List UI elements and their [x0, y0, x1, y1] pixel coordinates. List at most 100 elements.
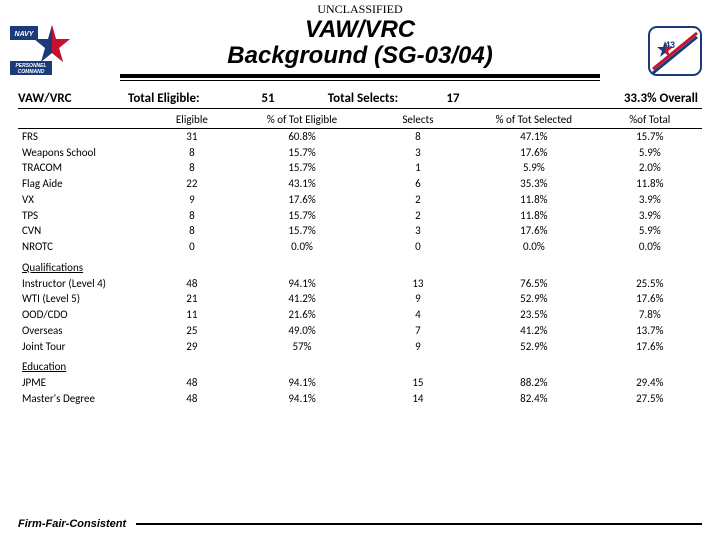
- col-pct-eligible: % of Tot Eligible: [238, 111, 366, 129]
- cell-label: TRACOM: [18, 160, 146, 176]
- cell-pct_e: 60.8%: [238, 128, 366, 144]
- overall-pct: 33.3% Overall: [488, 91, 702, 106]
- table-row: FRS3160.8%847.1%15.7%: [18, 128, 702, 144]
- total-eligible-label: Total Eligible:: [128, 91, 228, 106]
- cell-eligible: 8: [146, 145, 239, 161]
- data-table: Eligible % of Tot Eligible Selects % of …: [18, 111, 702, 407]
- cell-pct_e: 94.1%: [238, 276, 366, 292]
- footer: Firm-Fair-Consistent: [18, 518, 702, 530]
- cell-pct_s: 17.6%: [470, 145, 598, 161]
- cell-label: Instructor (Level 4): [18, 276, 146, 292]
- cell-pct_s: 11.8%: [470, 192, 598, 208]
- table-row: TRACOM815.7%15.9%2.0%: [18, 160, 702, 176]
- cell-selects: 2: [366, 192, 470, 208]
- section-heading-cell: Qualifications: [18, 255, 702, 276]
- footer-rule: [136, 523, 702, 525]
- cell-label: CVN: [18, 223, 146, 239]
- cell-pct_t: 3.9%: [598, 192, 702, 208]
- table-row: CVN815.7%317.6%5.9%: [18, 223, 702, 239]
- cell-eligible: 31: [146, 128, 239, 144]
- cell-pct_e: 17.6%: [238, 192, 366, 208]
- cell-pct_t: 27.5%: [598, 391, 702, 407]
- cell-pct_s: 41.2%: [470, 323, 598, 339]
- cell-eligible: 48: [146, 375, 239, 391]
- table-row: NROTC00.0%00.0%0.0%: [18, 239, 702, 255]
- col-eligible: Eligible: [146, 111, 239, 129]
- cell-selects: 4: [366, 307, 470, 323]
- table-row: Flag Aide2243.1%635.3%11.8%: [18, 176, 702, 192]
- cell-label: OOD/CDO: [18, 307, 146, 323]
- cell-pct_s: 17.6%: [470, 223, 598, 239]
- cell-pct_t: 17.6%: [598, 339, 702, 355]
- cell-pct_e: 94.1%: [238, 375, 366, 391]
- cell-eligible: 25: [146, 323, 239, 339]
- cell-pct_t: 7.8%: [598, 307, 702, 323]
- total-selects-label: Total Selects:: [308, 91, 418, 106]
- cell-eligible: 8: [146, 160, 239, 176]
- cell-selects: 1: [366, 160, 470, 176]
- cell-selects: 15: [366, 375, 470, 391]
- cell-eligible: 9: [146, 192, 239, 208]
- cell-label: Overseas: [18, 323, 146, 339]
- cell-pct_e: 15.7%: [238, 223, 366, 239]
- section-heading: Education: [18, 354, 702, 375]
- cell-pct_t: 5.9%: [598, 145, 702, 161]
- cell-eligible: 48: [146, 276, 239, 292]
- cell-pct_t: 0.0%: [598, 239, 702, 255]
- cell-selects: 9: [366, 339, 470, 355]
- cell-pct_t: 11.8%: [598, 176, 702, 192]
- cell-selects: 14: [366, 391, 470, 407]
- table-row: Master's Degree4894.1%1482.4%27.5%: [18, 391, 702, 407]
- svg-text:NAVY: NAVY: [15, 31, 35, 38]
- table-row: JPME4894.1%1588.2%29.4%: [18, 375, 702, 391]
- cell-eligible: 8: [146, 208, 239, 224]
- cell-label: JPME: [18, 375, 146, 391]
- cell-pct_e: 15.7%: [238, 208, 366, 224]
- footer-motto: Firm-Fair-Consistent: [18, 518, 126, 530]
- cell-pct_s: 52.9%: [470, 291, 598, 307]
- cell-eligible: 21: [146, 291, 239, 307]
- cell-label: WTI (Level 5): [18, 291, 146, 307]
- classification-label: UNCLASSIFIED: [0, 0, 720, 17]
- cell-pct_t: 5.9%: [598, 223, 702, 239]
- cell-pct_e: 41.2%: [238, 291, 366, 307]
- title-line-1: VAW/VRC: [80, 17, 640, 43]
- cell-pct_e: 94.1%: [238, 391, 366, 407]
- cell-label: Master's Degree: [18, 391, 146, 407]
- cell-pct_e: 15.7%: [238, 145, 366, 161]
- page-number: 43: [665, 40, 675, 50]
- cell-eligible: 0: [146, 239, 239, 255]
- cell-selects: 3: [366, 145, 470, 161]
- table-row: Joint Tour2957%952.9%17.6%: [18, 339, 702, 355]
- total-eligible-value: 51: [228, 91, 308, 106]
- cell-eligible: 48: [146, 391, 239, 407]
- svg-text:COMMAND: COMMAND: [18, 69, 45, 75]
- cell-pct_s: 88.2%: [470, 375, 598, 391]
- cell-label: Joint Tour: [18, 339, 146, 355]
- section-heading-cell: Education: [18, 354, 702, 375]
- table-row: TPS815.7%211.8%3.9%: [18, 208, 702, 224]
- col-pct-total: %of Total: [598, 111, 702, 129]
- cell-selects: 7: [366, 323, 470, 339]
- cell-pct_t: 15.7%: [598, 128, 702, 144]
- cell-pct_t: 17.6%: [598, 291, 702, 307]
- total-selects-value: 17: [418, 91, 488, 106]
- cell-eligible: 22: [146, 176, 239, 192]
- cell-pct_e: 57%: [238, 339, 366, 355]
- table-row: Instructor (Level 4)4894.1%1376.5%25.5%: [18, 276, 702, 292]
- cell-pct_s: 76.5%: [470, 276, 598, 292]
- cell-eligible: 29: [146, 339, 239, 355]
- cell-selects: 6: [366, 176, 470, 192]
- cell-pct_t: 13.7%: [598, 323, 702, 339]
- unit-patch-logo: [640, 21, 710, 81]
- content-area: VAW/VRC Total Eligible: 51 Total Selects…: [0, 85, 720, 407]
- table-row: Weapons School815.7%317.6%5.9%: [18, 145, 702, 161]
- cell-pct_e: 0.0%: [238, 239, 366, 255]
- cell-pct_s: 0.0%: [470, 239, 598, 255]
- cell-pct_e: 21.6%: [238, 307, 366, 323]
- cell-selects: 13: [366, 276, 470, 292]
- section-heading: Qualifications: [18, 255, 702, 276]
- cell-pct_s: 5.9%: [470, 160, 598, 176]
- table-header-row: Eligible % of Tot Eligible Selects % of …: [18, 111, 702, 129]
- cell-label: TPS: [18, 208, 146, 224]
